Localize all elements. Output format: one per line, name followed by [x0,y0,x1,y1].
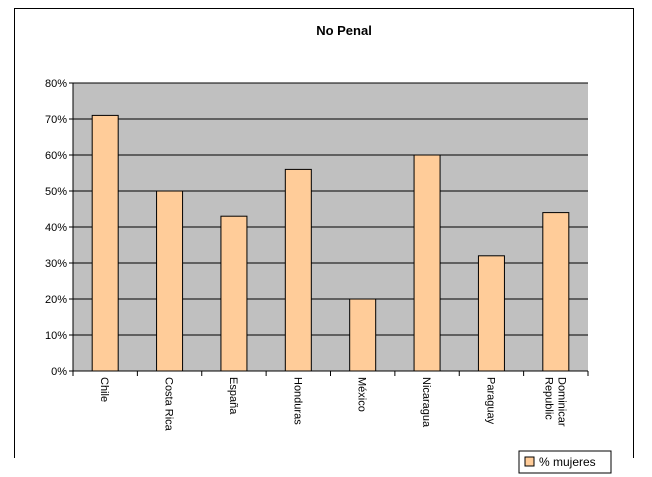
y-tick-label: 30% [45,258,67,270]
chart-frame [14,8,634,458]
y-tick-label: 10% [45,330,67,342]
x-tick-label: Honduras [291,377,303,425]
legend: % mujeres [518,450,612,474]
bar [349,298,377,372]
x-tick-labels: Chile Costa Rica España Honduras México Nicar… [98,377,567,432]
x-tick-label: Dominicar [555,377,567,427]
y-tick-label: 40% [45,222,67,234]
x-tick-label: Chile [98,377,110,402]
y-tick-labels: 0% 10% 20% 30% 40% 50% 60% 70% 80% [45,78,67,378]
bar [156,190,184,372]
bar [284,168,312,372]
x-tick-label: México [356,377,368,412]
bar [413,154,441,372]
x-tick-label: España [227,377,239,415]
y-tick-label: 20% [45,294,67,306]
bars [91,114,570,372]
x-tick-label: Costa Rica [163,377,175,432]
bar [542,212,570,372]
legend-box [518,450,612,474]
bar [220,215,248,372]
bar [91,114,119,372]
bar [477,255,505,372]
x-tick-label: Nicaragua [420,377,432,428]
x-tick-label: Paraguay [484,377,496,425]
legend-swatch [524,456,535,467]
y-tick-label: 60% [45,150,67,162]
x-tick-label: Republic [542,377,554,420]
chart-title: No Penal [316,23,372,38]
y-tick-label: 0% [51,366,67,378]
y-tick-label: 50% [45,186,67,198]
axes [69,82,589,376]
y-tick-label: 70% [45,114,67,126]
y-tick-label: 80% [45,78,67,90]
legend-label: % mujeres [539,455,596,469]
